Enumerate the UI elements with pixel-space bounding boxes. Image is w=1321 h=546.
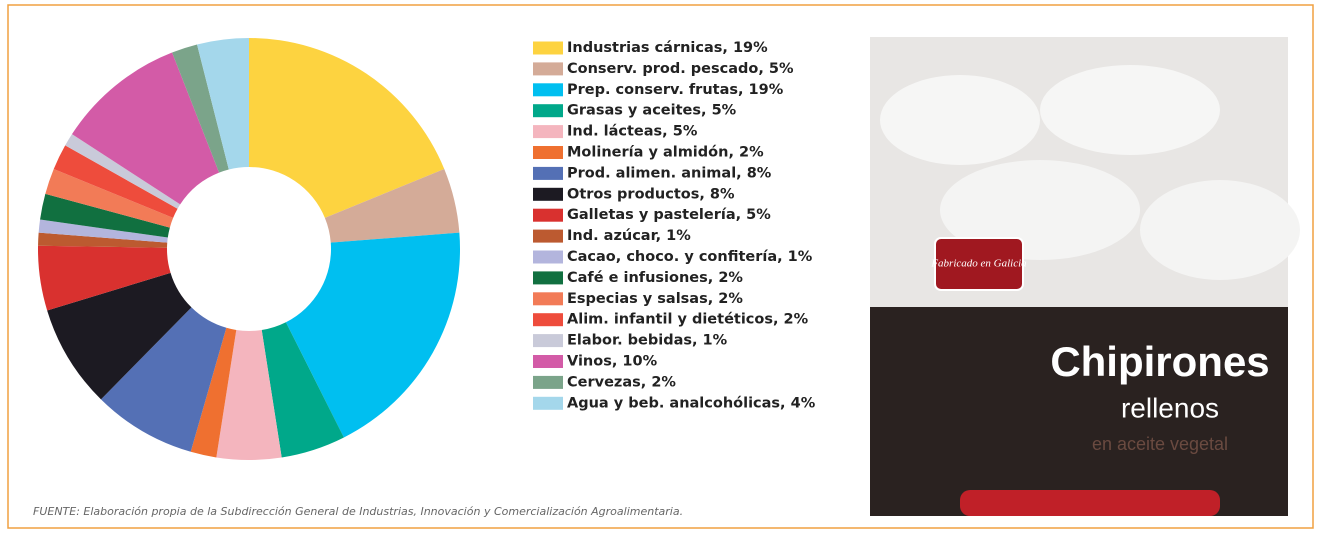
legend-swatch <box>533 62 563 76</box>
legend-swatch <box>533 313 563 327</box>
legend-swatch <box>533 396 563 410</box>
source-note: FUENTE: Elaboración propia de la Subdire… <box>33 505 683 518</box>
slice <box>47 272 192 400</box>
slice <box>38 245 171 311</box>
photo-text: Fabricado en Galicia <box>930 258 1027 270</box>
legend-swatch <box>533 271 563 285</box>
photo-text: en aceite vegetal <box>1092 434 1228 454</box>
slice <box>261 322 344 458</box>
legend-label: Grasas y aceites, 5% <box>567 103 737 119</box>
slice <box>197 38 249 170</box>
slice <box>190 327 237 458</box>
photo-band <box>960 490 1220 516</box>
legend-label: Especias y salsas, 2% <box>567 291 743 307</box>
legend-label: Industrias cárnicas, 19% <box>567 40 768 56</box>
legend-swatch <box>533 334 563 348</box>
legend-label: Agua y beb. analcohólicas, 4% <box>567 395 816 411</box>
legend-swatch <box>533 250 563 264</box>
slice <box>65 134 181 209</box>
legend-label: Cacao, choco. y confitería, 1% <box>567 249 813 265</box>
photo-text: Chipirones <box>1050 338 1269 385</box>
legend-swatch <box>533 375 563 389</box>
legend-swatch <box>533 229 563 243</box>
legend-label: Prep. conserv. frutas, 19% <box>567 82 784 98</box>
legend-swatch <box>533 355 563 368</box>
slice <box>216 330 282 460</box>
slice <box>100 307 227 452</box>
legend-label: Ind. azúcar, 1% <box>567 228 691 244</box>
slice <box>38 232 168 248</box>
legend-label: Ind. lácteas, 5% <box>567 124 698 140</box>
photo-squid <box>1040 65 1220 155</box>
legend-swatch <box>533 187 563 201</box>
legend-swatch <box>533 83 563 97</box>
legend-swatch <box>533 41 563 55</box>
slice <box>172 44 229 173</box>
legend-swatch <box>533 166 563 180</box>
photo-text: rellenos <box>1121 392 1219 423</box>
slice <box>38 219 168 243</box>
photo-badge <box>934 237 1024 291</box>
legend-swatch <box>533 208 563 222</box>
legend-label: Elabor. bebidas, 1% <box>567 333 728 349</box>
legend-label: Vinos, 10% <box>567 354 658 370</box>
legend-label: Alim. infantil y dietéticos, 2% <box>567 312 809 328</box>
legend-label: Molinería y almidón, 2% <box>567 145 764 161</box>
slice <box>324 169 460 243</box>
legend-swatch <box>533 104 563 118</box>
slice <box>53 145 178 218</box>
legend-label: Cervezas, 2% <box>567 374 676 390</box>
photo-squid <box>1140 180 1300 280</box>
legend-label: Conserv. prod. pescado, 5% <box>567 61 794 77</box>
legend-swatch <box>533 146 563 159</box>
legend-swatch <box>533 125 563 139</box>
slice <box>285 232 460 438</box>
legend-label: Galletas y pastelería, 5% <box>567 207 771 223</box>
legend-label: Otros productos, 8% <box>567 186 735 202</box>
legend-label: Café e infusiones, 2% <box>567 270 743 286</box>
legend-swatch <box>533 292 563 306</box>
photo: Fabricado en Galicia Chipirones rellenos… <box>870 37 1300 516</box>
slice <box>249 38 445 218</box>
slice <box>40 193 170 238</box>
slice <box>71 52 220 205</box>
legend-label: Prod. alimen. animal, 8% <box>567 165 772 181</box>
photo-squid <box>880 75 1040 165</box>
slice <box>45 169 174 228</box>
photo-squid <box>940 160 1140 260</box>
frame <box>7 4 1314 529</box>
